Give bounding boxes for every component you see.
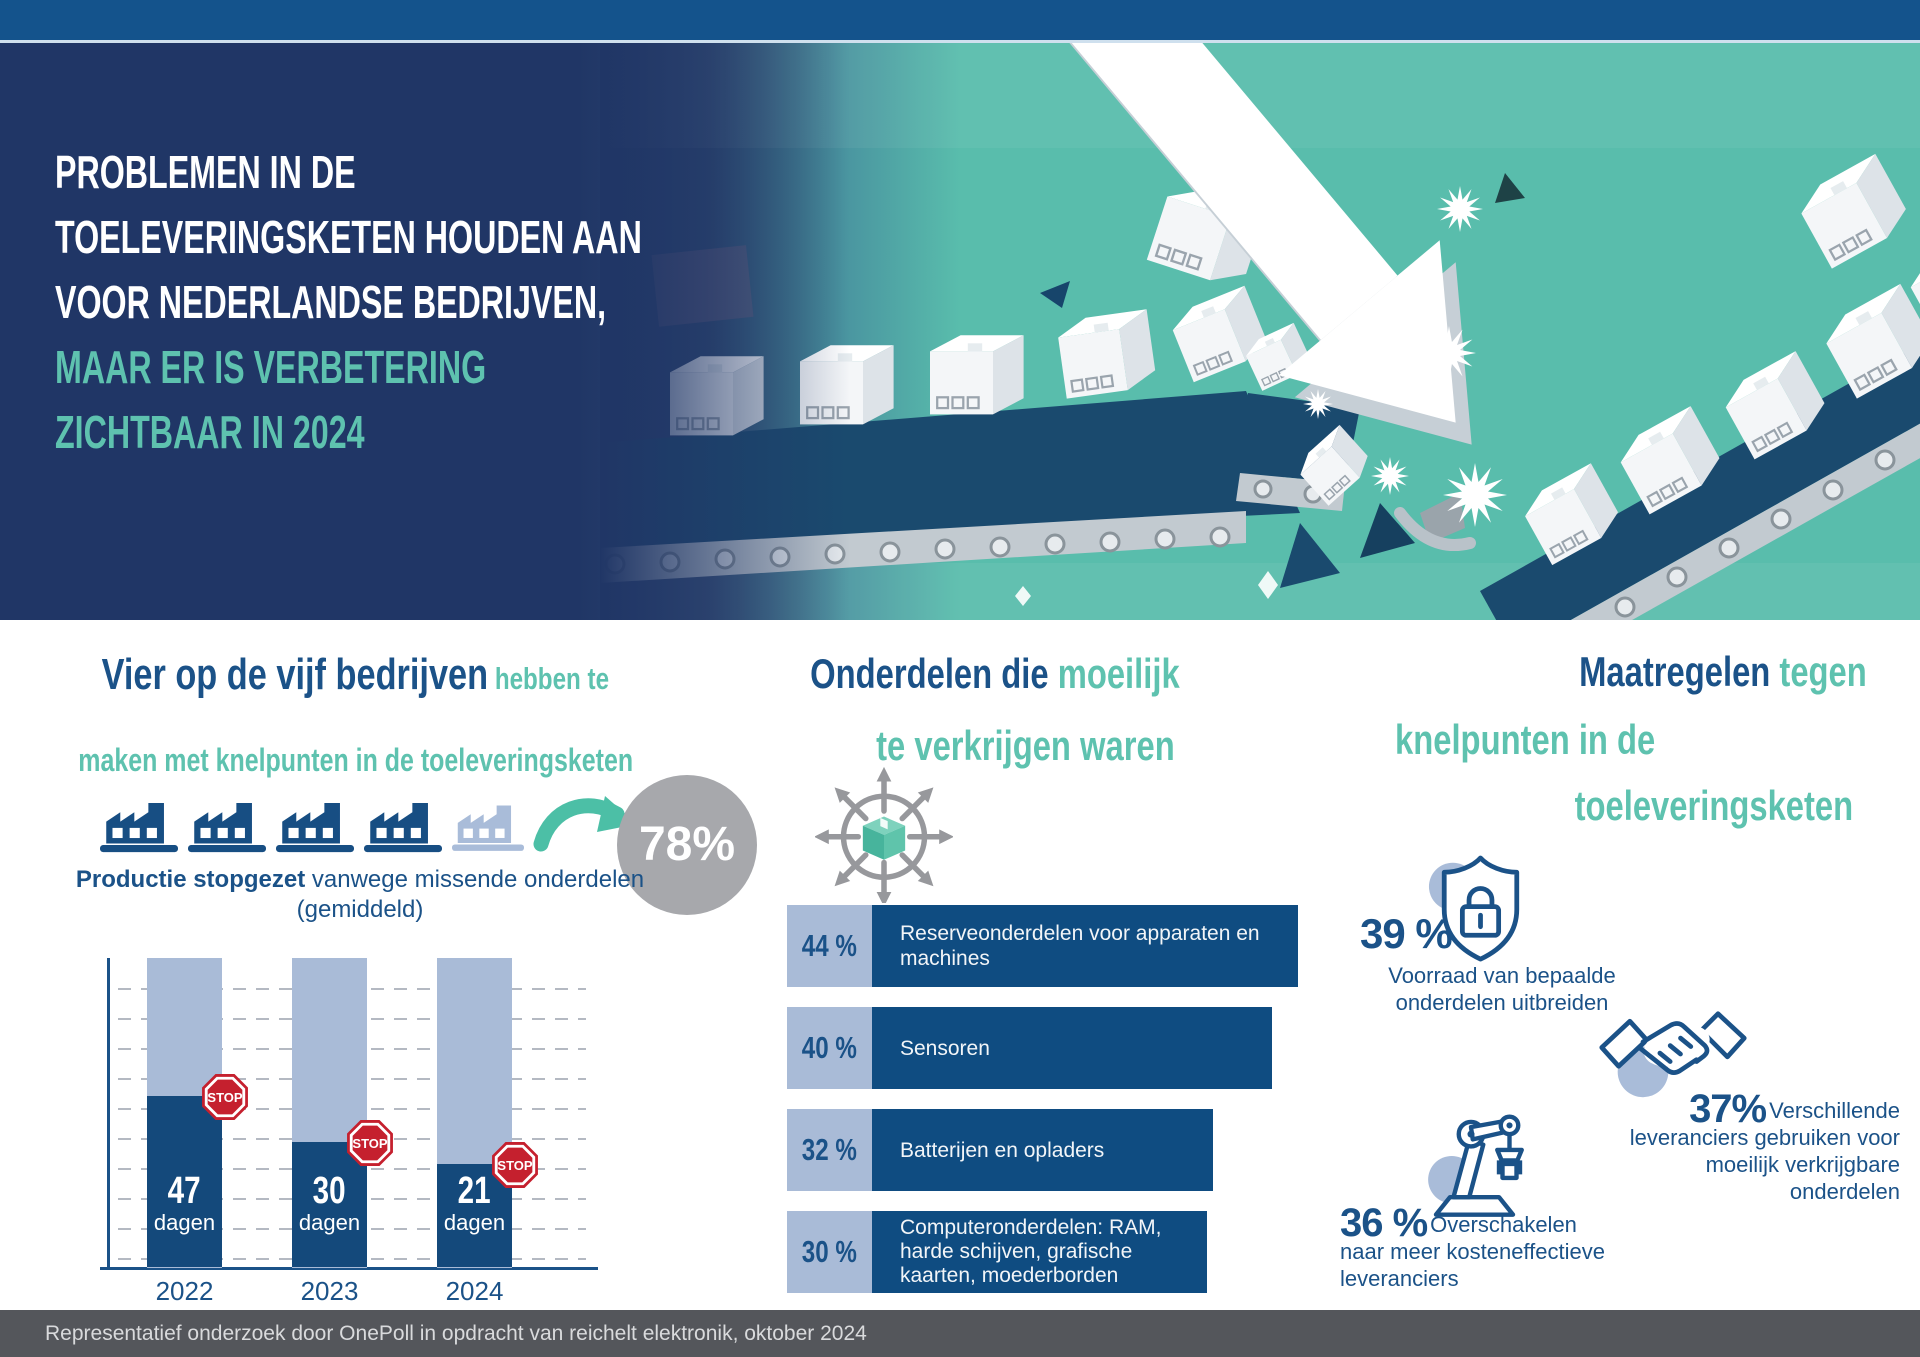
source-text: Representatief onderzoek door OnePoll in…	[45, 1322, 867, 1345]
bar-unit: dagen	[443, 1210, 506, 1235]
handshake-icon	[1599, 1011, 1747, 1098]
hero-gradient-fade	[600, 43, 850, 620]
stop-sign-icon: STOP	[202, 1074, 248, 1120]
stat-36-caption: Overschakelen naar meer kosteneffectieve…	[1340, 1212, 1605, 1291]
stat-36-percent: 36 %	[1340, 1201, 1428, 1245]
chart-x-axis	[100, 1267, 598, 1270]
stop-sign-label: STOP	[207, 1090, 242, 1105]
right-section-heading-line2: knelpunten in de	[1395, 716, 1656, 763]
stop-sign-icon: STOP	[492, 1142, 538, 1188]
top-accent-bar	[0, 0, 1920, 43]
factory-icon	[188, 802, 266, 853]
bar-year-label: 2023	[300, 1276, 359, 1306]
right-heading-teal: tegen	[1779, 648, 1867, 695]
bar-unit: dagen	[298, 1210, 361, 1235]
chart-title-line2: (gemiddeld)	[296, 896, 424, 923]
hero-subtitle-line: ZICHTBAAR IN 2024	[55, 406, 365, 458]
stop-sign-label: STOP	[497, 1158, 532, 1173]
factory-icon-light	[452, 805, 524, 851]
bar-year-label: 2024	[445, 1276, 504, 1306]
row-label: Batterijen en opladers	[900, 1138, 1105, 1162]
crash-arrow	[1031, 43, 1456, 423]
left-heading-teal: hebben te	[487, 661, 609, 696]
chart-title: Productie stopgezet vanwege missende ond…	[75, 866, 645, 893]
row-label: Sensoren	[900, 1036, 990, 1060]
chart-bar-2023: 30 dagen 2023	[292, 958, 367, 1306]
hero-title-line: VOOR NEDERLANDSE BEDRIJVEN,	[55, 276, 607, 328]
stat-37-block: 37% Verschillende leveranciers gebruiken …	[1612, 1089, 1900, 1205]
factory-icon	[364, 802, 442, 853]
row-bar: Batterijen en opladers	[872, 1109, 1213, 1191]
source-footer: Representatief onderzoek door OnePoll in…	[0, 1310, 1920, 1357]
stat-39-percent: 39 %	[1360, 910, 1453, 957]
robot-arm-icon	[1428, 1114, 1524, 1217]
row-bar: Computeronderdelen: RAM, harde schijven,…	[872, 1211, 1207, 1293]
bar-value: 30	[313, 1170, 346, 1212]
left-section-heading-line2: maken met knelpunten in de toeleveringsk…	[78, 742, 634, 778]
package-distribution-icon	[815, 766, 953, 903]
left-section-heading: Vier op de vijf bedrijven hebben te	[10, 650, 700, 700]
right-section-heading-line3: toeleveringsketen	[1574, 782, 1853, 829]
row-percent: 44 %	[801, 928, 858, 963]
chart-bar-2024: 21 dagen 2024	[437, 958, 512, 1306]
row-bar: Sensoren	[872, 1007, 1272, 1089]
row-label: Reserveonderdelen voor apparaten en mach…	[900, 922, 1260, 970]
bar-unit: dagen	[153, 1210, 216, 1235]
row-percent: 32 %	[801, 1132, 858, 1167]
hero-subtitle-line: MAAR ER IS VERBETERING	[55, 341, 487, 393]
factory-icon	[276, 802, 354, 853]
bar-fill	[147, 1096, 222, 1267]
right-section-heading: Maatregelen tegen	[1340, 648, 1900, 696]
row-label: Computeronderdelen: RAM, harde schijven,…	[900, 1216, 1162, 1287]
left-heading-navy: Vier op de vijf bedrijven	[101, 650, 488, 699]
impact-starbursts	[1015, 186, 1507, 606]
bar-value: 47	[168, 1170, 201, 1212]
hero-title-line: PROBLEMEN IN DE	[55, 146, 356, 198]
hero-banner: PROBLEMEN IN DE TOELEVERINGSKETEN HOUDEN…	[0, 43, 1920, 620]
stat-37-percent: 37%	[1689, 1087, 1767, 1131]
stop-sign-icon: STOP	[347, 1120, 393, 1166]
factory-icon	[100, 802, 178, 853]
chart-y-axis	[107, 958, 110, 1270]
shield-lock-icon	[1428, 855, 1520, 962]
middle-heading-navy: Onderdelen die	[810, 650, 1058, 697]
right-heading-navy: Maatregelen	[1579, 648, 1780, 695]
middle-section-heading-line2: te verkrijgen waren	[875, 722, 1175, 769]
bar-value: 21	[458, 1170, 491, 1212]
row-bar: Reserveonderdelen voor apparaten en mach…	[872, 905, 1298, 987]
stat-39-caption: Voorraad van bepaalde onderdelen uitbrei…	[1388, 963, 1616, 1015]
stop-sign-label: STOP	[352, 1136, 387, 1151]
package-box-glyph	[862, 816, 906, 860]
middle-section-heading: Onderdelen die moeilijk	[715, 650, 1275, 698]
bar-year-label: 2022	[155, 1276, 214, 1306]
stat-37-caption: Verschillende leveranciers gebruiken voo…	[1629, 1098, 1900, 1204]
stat-circle-value: 78%	[638, 818, 736, 871]
hero-title-line: TOELEVERINGSKETEN HOUDEN AAN	[55, 211, 642, 263]
row-percent: 30 %	[801, 1234, 858, 1269]
row-percent: 40 %	[801, 1030, 858, 1065]
stat-36-block: 36 % Overschakelen naar meer kosteneffect…	[1340, 1203, 1625, 1292]
hero-title: PROBLEMEN IN DE TOELEVERINGSKETEN HOUDEN…	[55, 140, 893, 465]
stat-circle-78: 78%	[617, 775, 757, 915]
bar-fill	[292, 1142, 367, 1267]
middle-heading-teal: moeilijk	[1057, 650, 1180, 697]
